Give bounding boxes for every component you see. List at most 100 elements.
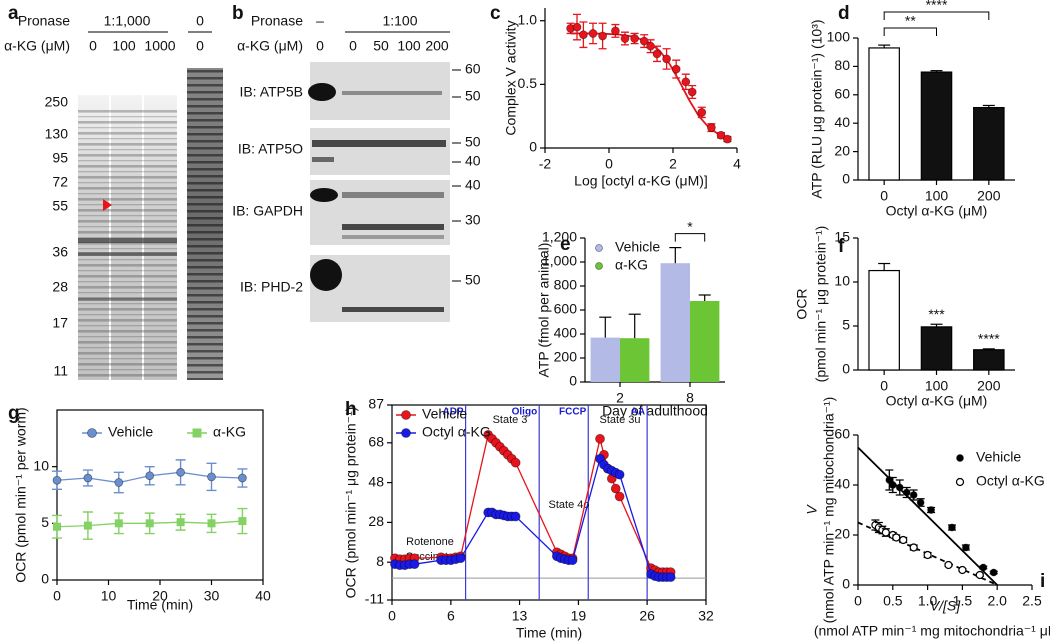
- point: [614, 469, 625, 480]
- dose-label: α-KG (μM): [4, 38, 70, 54]
- panel-label: c: [490, 3, 501, 24]
- legend-marker: [595, 244, 603, 252]
- point: [145, 519, 154, 528]
- bar: [868, 47, 900, 181]
- point: [723, 134, 732, 144]
- bar: [620, 338, 650, 382]
- y-tick-label: 28: [368, 513, 384, 529]
- point: [902, 488, 911, 497]
- y-axis-label: (nmol ATP min⁻¹ mg mitochondria⁻¹): [821, 397, 837, 624]
- point: [909, 491, 918, 499]
- y-tick-label: 5: [41, 514, 49, 530]
- x-tick-label: 0: [53, 588, 61, 604]
- mw-marker: 40: [465, 177, 481, 193]
- point: [510, 511, 521, 522]
- x-tick-label: 2.5: [1022, 593, 1042, 609]
- x-axis-label: Day of adulthood: [602, 403, 708, 419]
- plot-frame: [391, 404, 707, 601]
- point: [176, 467, 186, 477]
- y-tick-label: 48: [368, 473, 384, 489]
- panel-label: f: [838, 236, 845, 257]
- point: [948, 523, 956, 532]
- legend-marker: [955, 477, 965, 487]
- x-axis-label: V/[S]: [930, 598, 961, 614]
- x-axis-label: Octyl α-KG (μM): [886, 393, 988, 409]
- y-tick-label: 0: [842, 171, 850, 187]
- point: [892, 533, 901, 542]
- point: [671, 64, 681, 74]
- legend-label: Vehicle: [976, 449, 1021, 465]
- bar: [590, 337, 620, 382]
- point: [923, 550, 932, 560]
- lane-label: 0: [89, 38, 97, 54]
- x-tick-label: 0: [880, 378, 888, 394]
- treatment-label: Pronase: [251, 13, 303, 29]
- y-tick-label: 40: [834, 476, 850, 492]
- mw-marker: 50: [465, 134, 481, 150]
- mw-marker: 30: [465, 212, 481, 228]
- point: [665, 572, 676, 583]
- x-tick-label: -2: [539, 156, 552, 172]
- x-tick-label: 0: [880, 188, 888, 204]
- point: [238, 517, 247, 526]
- bar: [690, 301, 720, 382]
- legend-label: α-KG: [213, 424, 246, 440]
- blot-label: IB: ATP5B: [239, 84, 303, 100]
- injection-label: FCCP: [559, 407, 587, 418]
- point: [927, 506, 935, 514]
- panel-label: d: [838, 3, 850, 24]
- x-tick-label: 26: [639, 608, 655, 624]
- point: [620, 34, 630, 43]
- point: [687, 87, 697, 97]
- point: [916, 498, 925, 507]
- point: [145, 471, 155, 481]
- x-axis-label: Time (min): [127, 597, 193, 613]
- point: [53, 522, 61, 531]
- y-axis-label: Complex V activity: [503, 20, 519, 135]
- panel-label: i: [1040, 571, 1045, 592]
- y-tick-label: 8: [376, 553, 384, 569]
- annotation: State 3u: [600, 414, 641, 426]
- x-tick-label: 200: [977, 378, 1001, 394]
- point: [716, 130, 726, 140]
- bar: [920, 326, 953, 371]
- y-tick-label: 87: [368, 396, 384, 412]
- legend-marker: [401, 428, 411, 438]
- legend-marker: [956, 454, 964, 462]
- x-tick-label: 100: [925, 378, 949, 394]
- bar: [973, 106, 1005, 181]
- y-tick-label: 100: [827, 29, 851, 45]
- point: [899, 535, 908, 545]
- mw-marker: 60: [465, 61, 481, 77]
- lane-label: 0: [196, 38, 204, 54]
- x-tick-label: 1.0: [918, 593, 938, 609]
- y-axis-label: (pmol min⁻¹ μg protein⁻¹): [813, 226, 829, 383]
- gel: [78, 68, 223, 380]
- x-tick-label: 1.5: [953, 593, 973, 609]
- x-tick-label: 40: [255, 588, 271, 604]
- y-tick-label: 0: [569, 373, 577, 389]
- y-tick-label: 15: [834, 229, 850, 245]
- y-tick-label: 68: [368, 434, 384, 450]
- point: [979, 563, 988, 572]
- bar: [973, 349, 1005, 371]
- legend-label: Vehicle: [615, 239, 660, 255]
- y-tick-label: 0.5: [518, 75, 538, 91]
- lane-label: 0: [349, 38, 357, 54]
- y-tick-label: 200: [554, 349, 578, 365]
- significance-label: ****: [926, 0, 948, 13]
- x-tick-label: 0.5: [883, 593, 903, 609]
- mw-marker: 72: [52, 174, 68, 190]
- y-axis-label: V: [804, 504, 820, 515]
- y-axis-label: OCR (pmol min⁻¹ per worm): [13, 407, 29, 582]
- point: [614, 491, 625, 502]
- legend-label: Octyl α-KG: [976, 473, 1045, 489]
- annotation: State 4o: [549, 499, 590, 511]
- lane-label: 1000: [144, 38, 175, 54]
- significance-bracket: [674, 233, 706, 242]
- significance-label: *: [687, 218, 693, 234]
- x-tick-label: 2: [616, 390, 624, 406]
- x-tick-label: 200: [977, 188, 1001, 204]
- point: [681, 77, 691, 87]
